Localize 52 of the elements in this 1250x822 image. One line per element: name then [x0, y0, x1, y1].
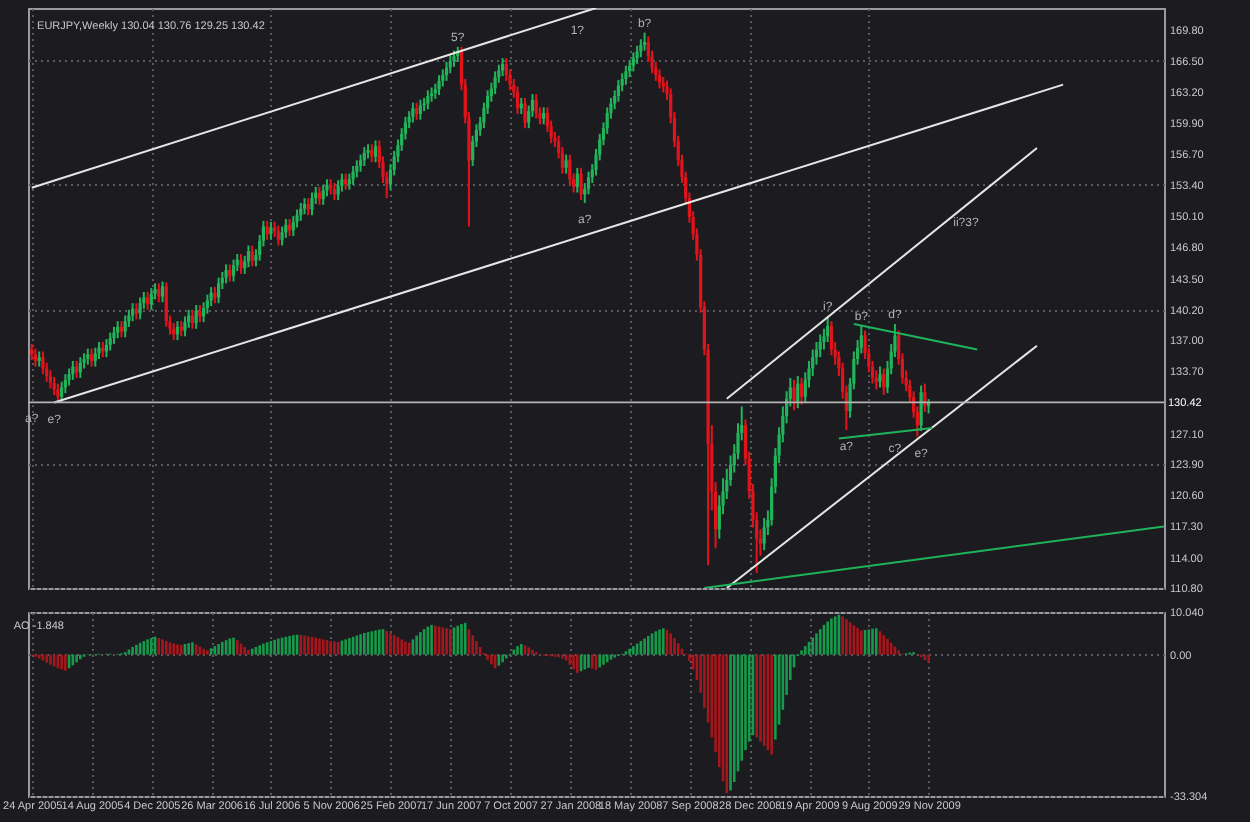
candlestick	[183, 315, 187, 338]
candlestick	[515, 85, 520, 115]
candlestick	[250, 244, 254, 268]
candlestick	[411, 101, 415, 124]
candlestick	[826, 315, 830, 343]
candlestick	[616, 78, 621, 103]
candlestick	[41, 350, 45, 376]
candlestick	[310, 191, 314, 217]
candlestick	[829, 320, 834, 357]
candlestick	[78, 356, 82, 379]
candlestick	[239, 253, 243, 275]
candlestick	[276, 224, 280, 247]
candlestick	[575, 166, 579, 194]
candlestick	[878, 365, 882, 389]
candlestick	[418, 98, 422, 121]
candlestick	[205, 293, 209, 315]
candlestick	[231, 258, 236, 283]
candlestick	[504, 57, 508, 82]
candlestick	[138, 296, 142, 321]
candlestick	[534, 93, 538, 120]
candlestick	[426, 89, 430, 111]
candlestick	[586, 170, 591, 196]
candlestick	[56, 382, 60, 404]
candlestick	[246, 244, 251, 269]
candlestick	[818, 333, 822, 359]
candlestick	[657, 68, 662, 90]
candlestick	[164, 281, 168, 328]
candlestick	[631, 51, 635, 73]
candlestick	[216, 276, 221, 305]
candlestick	[160, 280, 165, 304]
candlestick	[493, 70, 497, 96]
candlestick	[157, 282, 161, 304]
candlestick	[373, 139, 378, 164]
candlestick	[792, 378, 796, 412]
candlestick	[149, 287, 153, 311]
candlestick	[579, 166, 583, 202]
candlestick	[280, 225, 284, 247]
candlestick	[93, 346, 97, 368]
candlestick	[568, 153, 572, 186]
candlestick	[799, 376, 804, 406]
candlestick	[224, 263, 228, 285]
candlestick	[123, 314, 127, 339]
candlestick	[60, 380, 64, 404]
candlestick	[194, 304, 198, 330]
candlestick	[437, 74, 441, 97]
candlestick	[874, 369, 878, 391]
candlestick	[882, 367, 886, 396]
candlestick	[762, 516, 766, 552]
candlestick	[523, 96, 527, 130]
candlestick	[564, 153, 568, 175]
candlestick	[796, 375, 800, 410]
candlestick	[624, 64, 628, 86]
